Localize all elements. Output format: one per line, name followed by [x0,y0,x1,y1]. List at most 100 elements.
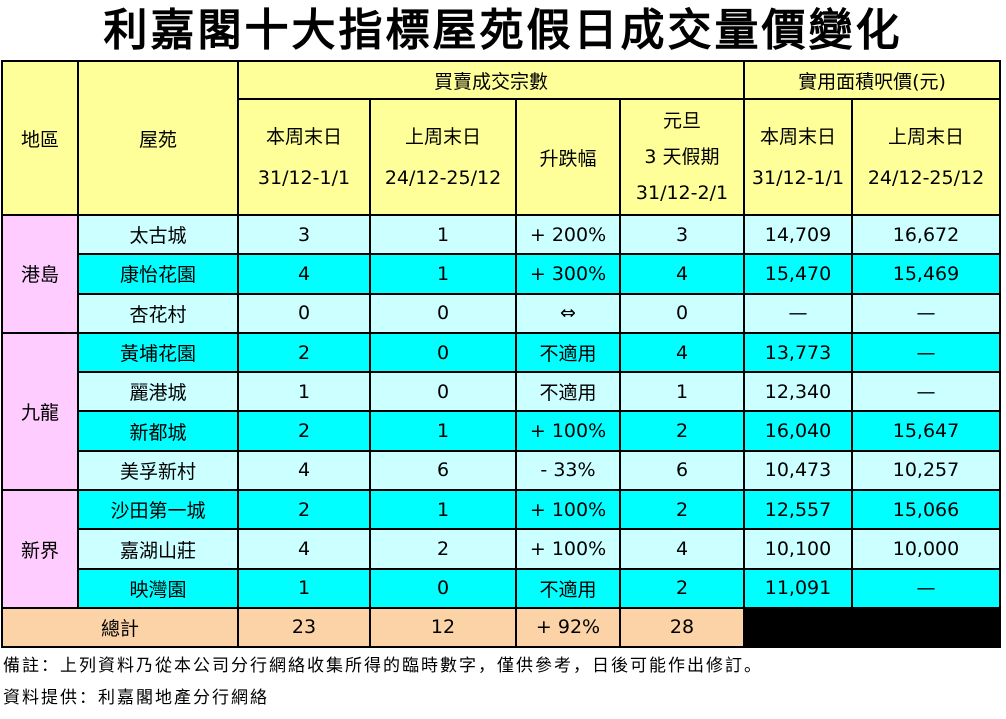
new-year-dates: 31/12-2/1 [635,182,729,204]
this-weekend-header: 本周末日 31/12-1/1 [237,98,371,216]
change-cell: + 200% [515,213,621,256]
change-cell: 不適用 [515,331,621,374]
table-row: 映灣園 1 0 不適用 2 11,091— [2,567,1001,609]
price-last-label: 上周末日 [887,125,964,148]
estate-cell: 黃埔花園 [77,331,239,374]
new-year-holiday-cell: 2 [619,489,745,531]
last-weekend-header: 上周末日 24/12-25/12 [369,98,517,216]
new-year-holiday-cell: 4 [619,331,745,374]
transactions-group-header: 買賣成交宗數 [237,60,745,100]
last-weekend-label: 上周末日 [404,125,481,148]
this-weekend-cell: 3 [237,213,371,256]
this-weekend-cell: 1 [237,567,371,609]
price-last-header: 上周末日 24/12-25/12 [851,98,1001,216]
last-weekend-cell: 1 [369,213,517,256]
price-this-weekend-cell: — [743,292,853,334]
price-last-weekend-cell: 10,000 [851,528,1001,570]
price-last-weekend-cell: 15,066 [851,489,1001,531]
district-header: 地區 [1,60,79,216]
this-weekend-cell: 2 [237,489,371,531]
region-cell: 新界 [1,489,79,609]
this-weekend-label: 本周末日 [265,125,342,148]
new-year-holiday-cell: 4 [619,528,745,570]
last-weekend-cell: 1 [369,489,517,531]
price-last-weekend-cell: — [851,292,1001,334]
change-cell: - 33% [515,449,621,492]
price-last-dates: 24/12-25/12 [867,166,985,189]
this-weekend-cell: 2 [237,331,371,374]
price-last-weekend-cell: 16,672 [851,213,1001,256]
estate-cell: 麗港城 [77,371,239,413]
change-header: 升跌幅 [515,98,621,216]
transactions-table: 地區 屋苑 買賣成交宗數 實用面積呎價(元) 本周末日 31/12-1/1 上周… [1,60,1001,648]
total-this-weekend: 23 [237,606,371,648]
new-year-holiday-cell: 2 [619,410,745,452]
table-row: 杏花村 0 0 ⇔ 0— — [2,292,1001,334]
page-title: 利嘉閣十大指標屋苑假日成交量價變化 [103,5,903,56]
price-this-label: 本周末日 [759,125,836,148]
table-row: 新界 沙田第一城 2 1 + 100% 2 12,557 15,066 [1,489,1001,609]
last-weekend-cell: 1 [369,253,517,295]
this-weekend-dates: 31/12-1/1 [257,166,351,189]
change-cell: ⇔ [515,292,621,334]
total-row: 總計 23 12 + 92% 28 [1,606,1001,648]
price-this-header: 本周末日 31/12-1/1 [743,98,853,216]
change-cell: 不適用 [515,371,621,413]
price-last-weekend-cell: — [851,371,1001,413]
estate-cell: 杏花村 [77,292,239,334]
table-row: 美孚新村 4 6- 33% 6 10,473 10,257 [2,449,1001,492]
price-this-weekend-cell: 15,470 [743,253,853,295]
table-row: 新都城 2 1 + 100% 2 16,040 15,647 [2,410,1001,452]
price-last-weekend-cell: 10,257 [851,449,1001,492]
change-cell: + 300% [515,253,621,295]
estate-cell: 康怡花園 [77,253,239,295]
this-weekend-cell: 2 [237,410,371,452]
price-group-header: 實用面積呎價(元) [743,60,1001,100]
new-year-holiday-cell: 4 [619,253,745,295]
price-this-weekend-cell: 10,473 [743,449,853,492]
price-this-weekend-cell: 12,557 [743,489,853,531]
region-cell: 九龍 [1,331,79,492]
price-this-weekend-cell: 10,100 [743,528,853,570]
price-this-weekend-cell: 12,340 [743,371,853,413]
this-weekend-cell: 1 [237,371,371,413]
last-weekend-cell: 6 [369,449,517,492]
this-weekend-cell: 4 [237,253,371,295]
estate-cell: 嘉湖山莊 [77,528,239,570]
change-cell: + 100% [515,410,621,452]
source-note: 資料提供：利嘉閣地產分行網絡 [3,688,269,708]
region-cell: 港島 [1,214,79,334]
price-this-weekend-cell: 13,773 [743,331,853,374]
estate-cell: 美孚新村 [77,449,239,492]
new-year-holiday-cell: 0 [619,292,745,334]
last-weekend-cell: 0 [369,331,517,374]
price-this-weekend-cell: 11,091 [743,567,853,609]
price-last-weekend-cell: 15,469 [851,253,1001,295]
this-weekend-cell: 0 [237,292,371,334]
estate-cell: 太古城 [77,213,239,256]
new-year-holiday-cell: 2 [619,567,745,609]
new-year-label-1: 元旦 [662,110,701,132]
table-row: 麗港城 1 0 不適用 1 12,340— [2,371,1001,413]
estate-header: 屋苑 [77,60,239,216]
new-year-label-2: 3 天假期 [644,146,720,168]
total-new-year-holiday: 28 [619,606,745,648]
new-year-header: 元旦 3 天假期 31/12-2/1 [619,98,745,216]
blank-black-cell [743,606,1001,648]
total-change: + 92% [515,606,621,648]
new-year-holiday-cell: 3 [619,213,745,256]
price-last-weekend-cell: — [851,331,1001,374]
estate-cell: 沙田第一城 [77,489,239,531]
last-weekend-cell: 0 [369,371,517,413]
change-cell: + 100% [515,489,621,531]
last-weekend-cell: 2 [369,528,517,570]
change-cell: 不適用 [515,567,621,609]
table-row: 嘉湖山莊 4 2 + 100% 4 10,100 10,000 [2,528,1001,570]
this-weekend-cell: 4 [237,528,371,570]
footnote: 備註：上列資料乃從本公司分行網絡收集所得的臨時數字，僅供參考，日後可能作出修訂。 [3,656,763,676]
change-cell: + 100% [515,528,621,570]
price-this-weekend-cell: 14,709 [743,213,853,256]
price-last-weekend-cell: 15,647 [851,410,1001,452]
table-row: 九龍 黃埔花園 2 0 不適用 4 13,773— [1,331,1001,492]
last-weekend-cell: 0 [369,567,517,609]
